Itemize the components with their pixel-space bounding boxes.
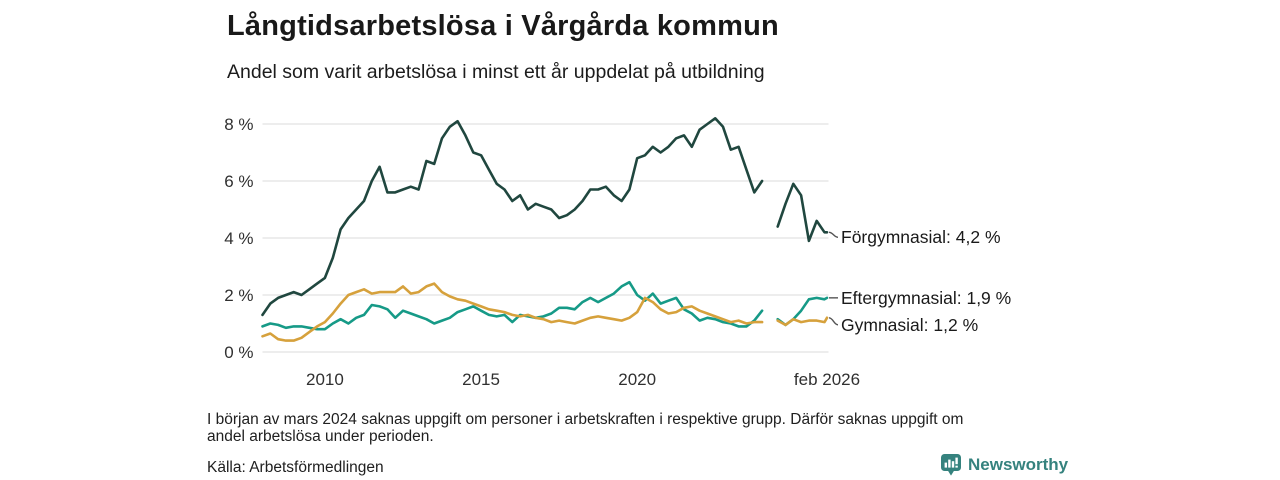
label-connector [828, 317, 839, 326]
source-label: Källa: Arbetsförmedlingen [207, 459, 384, 476]
newsworthy-logo-icon [941, 454, 961, 476]
series-line-gymnasial [776, 316, 829, 327]
footnote: I början av mars 2024 saknas uppgift om … [207, 411, 1107, 445]
page-title: Långtidsarbetslösa i Vårgårda kommun [227, 10, 779, 42]
series-line-gymnasial [261, 282, 764, 342]
series-line-förgymnasial [776, 182, 829, 243]
y-tick-label: 2 % [224, 286, 253, 305]
series-end-label-forgymnasial: Förgymnasial: 4,2 % [841, 227, 1001, 248]
series-end-label-gymnasial: Gymnasial: 1,2 % [841, 314, 979, 335]
series-line-förgymnasial [261, 117, 764, 317]
footnote-line-1: I början av mars 2024 saknas uppgift om … [207, 411, 964, 428]
y-tick-label: 8 % [224, 115, 253, 134]
x-tick-label: 2020 [618, 370, 656, 389]
label-connector [828, 231, 839, 238]
series-line-eftergymnasial [261, 280, 764, 331]
x-tick-label: 2015 [462, 370, 500, 389]
page-subtitle: Andel som varit arbetslösa i minst ett å… [227, 61, 765, 83]
y-tick-label: 0 % [224, 343, 253, 362]
newsworthy-logo: Newsworthy [941, 454, 1068, 476]
y-tick-label: 4 % [224, 229, 253, 248]
series-end-label-eftergymnasial: Eftergymnasial: 1,9 % [841, 287, 1012, 308]
footnote-line-2: andel arbetslösa under perioden. [207, 427, 434, 445]
x-tick-label: feb 2026 [794, 370, 860, 389]
newsworthy-logo-text: Newsworthy [968, 455, 1069, 474]
y-tick-label: 6 % [224, 172, 253, 191]
x-tick-label: 2010 [306, 370, 344, 389]
